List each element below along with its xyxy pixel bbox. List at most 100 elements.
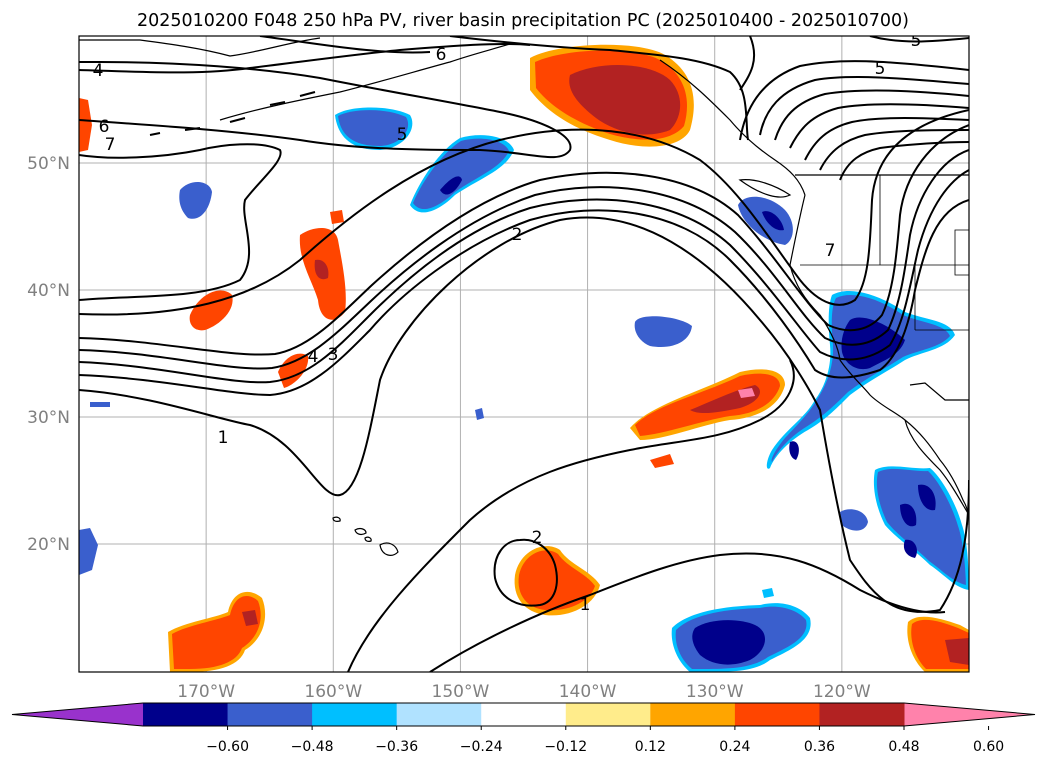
positive-anomaly xyxy=(650,454,674,468)
negative-anomaly xyxy=(90,402,110,407)
northwest-land xyxy=(79,37,321,57)
pv-contour xyxy=(789,103,969,149)
latitude-labels: 50°N 40°N 30°N 20°N xyxy=(27,154,70,555)
contour-label: 5 xyxy=(875,59,886,79)
colorbar-tick-label: 0.36 xyxy=(804,739,835,755)
latitude-tick-label: 20°N xyxy=(27,535,70,555)
pv-contour xyxy=(869,36,969,43)
hawaii-island xyxy=(332,516,341,522)
contour-label: 3 xyxy=(328,345,339,365)
pv-contour xyxy=(759,359,795,421)
state-border xyxy=(800,175,969,331)
positive-anomaly xyxy=(738,388,755,398)
pv-contour xyxy=(429,552,946,672)
longitude-tick-label: 120°W xyxy=(813,682,871,702)
pv-contour xyxy=(739,60,969,141)
pv-contour xyxy=(759,76,969,136)
map-panel: 4 6 6 7 5 2 4 3 1 2 1 5 5 7 xyxy=(78,31,970,673)
colorbar-tick-label: −0.24 xyxy=(460,739,503,755)
negative-anomaly xyxy=(900,503,917,527)
colorbar-tick-label: −0.36 xyxy=(375,739,418,755)
pv-contour xyxy=(804,117,969,161)
contour-label: 2 xyxy=(512,225,523,245)
colorbar-outline xyxy=(11,702,1036,727)
contour-label: 7 xyxy=(825,241,836,261)
vancouver-island xyxy=(738,179,792,198)
colorbar-bin xyxy=(143,703,229,726)
colorbar-tick-label: 0.24 xyxy=(719,739,750,755)
negative-anomaly xyxy=(903,539,917,558)
colorbar-bin xyxy=(734,703,820,726)
pv-contour xyxy=(259,36,431,54)
colorbar-bin xyxy=(227,703,313,726)
pv-contour xyxy=(79,124,969,356)
negative-anomaly xyxy=(413,138,509,210)
pv-contour xyxy=(839,141,969,181)
negative-anomaly xyxy=(475,408,484,420)
negative-anomaly xyxy=(918,484,936,511)
negative-anomaly xyxy=(179,181,212,219)
negative-anomaly xyxy=(440,176,462,195)
negative-anomaly xyxy=(692,620,766,665)
pv-contour xyxy=(79,143,282,301)
hawaii-island xyxy=(354,527,367,536)
hawaii-island xyxy=(379,542,399,556)
colorbar-tick-label: −0.60 xyxy=(206,739,249,755)
longitude-labels: 170°W 160°W 150°W 140°W 130°W 120°W xyxy=(177,682,871,702)
figure-title: 2025010200 F048 250 hPa PV, river basin … xyxy=(137,11,909,31)
west-coast xyxy=(789,194,969,526)
pv-contours xyxy=(79,36,969,672)
latitude-tick-label: 50°N xyxy=(27,154,70,174)
colorbar-tick-label: 0.48 xyxy=(888,739,919,755)
negative-anomaly xyxy=(338,110,409,146)
pv-contour xyxy=(79,149,969,370)
precip-pc-fill xyxy=(79,44,969,672)
pv-contour xyxy=(79,216,969,613)
positive-anomaly xyxy=(314,259,329,280)
colorbar-bin xyxy=(650,703,736,726)
contour-label: 6 xyxy=(99,117,110,137)
pv-contour-labels: 4 6 6 7 5 2 4 3 1 2 1 5 5 7 xyxy=(93,31,922,615)
pv-contour xyxy=(774,89,969,141)
longitude-tick-label: 170°W xyxy=(177,682,235,702)
positive-anomaly xyxy=(569,64,681,135)
colorbar-bin xyxy=(312,703,398,726)
pv-contour xyxy=(739,36,756,91)
contour-label: 1 xyxy=(580,595,591,615)
contour-label: 4 xyxy=(308,347,319,367)
positive-anomaly xyxy=(172,595,261,669)
pv-contour xyxy=(819,129,969,171)
colorbar-tick-label: 0.12 xyxy=(635,739,666,755)
contour-label: 5 xyxy=(911,31,922,51)
positive-anomaly xyxy=(945,638,969,665)
pv-contour xyxy=(79,109,969,316)
us-mexico-border xyxy=(909,382,969,401)
colorbar-extend-max xyxy=(904,703,1035,726)
negative-anomaly xyxy=(79,528,98,575)
longitude-tick-label: 160°W xyxy=(304,682,362,702)
contour-label: 2 xyxy=(532,528,543,548)
colorbar-bin xyxy=(819,703,905,726)
longitude-tick-label: 150°W xyxy=(432,682,490,702)
colorbar: −0.60 −0.48 −0.36 −0.24 −0.12 0.12 0.24 0.36 0.4… xyxy=(11,702,1036,755)
colorbar-tick-label: −0.12 xyxy=(544,739,587,755)
baja-gulf xyxy=(904,419,969,516)
negative-anomaly xyxy=(771,295,950,462)
hawaii-island xyxy=(364,536,372,542)
negative-anomaly xyxy=(634,316,692,348)
pv-contour xyxy=(79,42,531,74)
negative-anomaly xyxy=(876,468,966,585)
pv-contour xyxy=(79,169,969,384)
colorbar-bin xyxy=(396,703,482,726)
colorbar-bin xyxy=(481,703,567,726)
pv-contour xyxy=(79,199,969,397)
colorbar-bin xyxy=(565,703,651,726)
contour-label: 6 xyxy=(436,45,447,65)
coastlines xyxy=(79,37,969,556)
colorbar-extend-min xyxy=(12,703,143,726)
contour-label: 4 xyxy=(93,61,104,81)
positive-anomaly xyxy=(242,610,258,626)
pv-contour xyxy=(79,61,572,159)
map-frame xyxy=(78,35,970,673)
